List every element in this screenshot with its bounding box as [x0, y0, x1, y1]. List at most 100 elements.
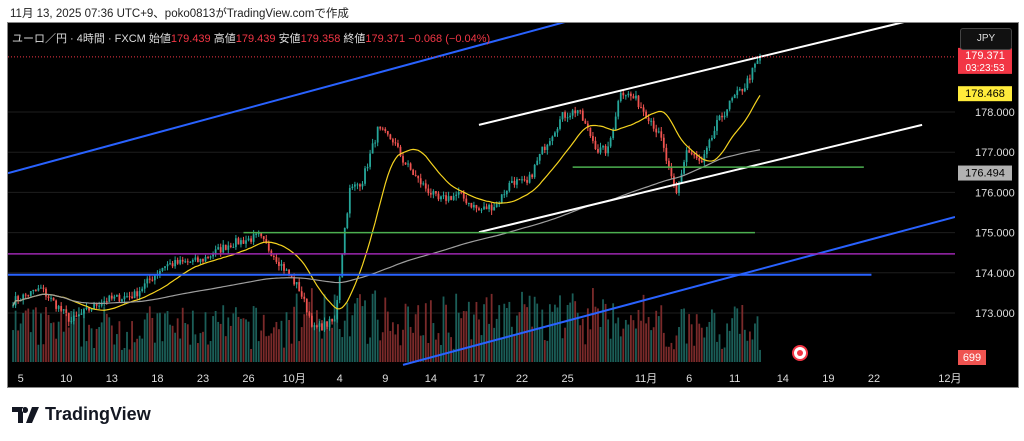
volume-value: 699: [963, 352, 981, 364]
candle: [113, 296, 116, 299]
symbol-name: ユーロ／円 · 4時間 · FXCM: [12, 33, 146, 45]
candle: [394, 142, 397, 144]
candle: [695, 155, 698, 159]
volume-bar: [673, 349, 675, 362]
candle: [179, 259, 182, 264]
volume-bar: [148, 306, 151, 362]
volume-bar: [713, 312, 716, 362]
volume-bar: [123, 348, 126, 362]
candle: [237, 238, 240, 245]
candle: [369, 153, 371, 167]
volume-bar: [95, 328, 98, 362]
volume-bar: [711, 309, 713, 362]
x-tick-label: 4: [337, 373, 343, 385]
candle: [574, 110, 577, 114]
candle: [37, 288, 40, 291]
volume-bar: [718, 334, 721, 362]
volume-bar: [353, 303, 356, 362]
volume-bar: [589, 329, 592, 362]
candle: [356, 184, 359, 186]
candle: [60, 306, 63, 311]
candle: [751, 67, 754, 80]
volume-bar: [741, 305, 744, 362]
candle: [452, 195, 455, 200]
candle: [533, 164, 536, 178]
y-tick-label: 175.000: [975, 228, 1015, 240]
volume-bar: [262, 314, 265, 362]
volume-bar: [617, 317, 620, 362]
volume-bar: [17, 330, 20, 362]
volume-bar: [247, 321, 250, 362]
volume-bar: [614, 323, 617, 362]
candle: [240, 240, 242, 245]
volume-bar: [594, 306, 597, 362]
candle: [159, 270, 161, 275]
candle: [726, 109, 729, 116]
volume-bar: [184, 322, 187, 362]
volume-bar: [559, 295, 561, 362]
candle: [209, 256, 212, 258]
low-label: 安値: [278, 33, 301, 45]
volume-bar: [667, 346, 670, 362]
candle: [191, 259, 194, 262]
candle: [754, 63, 756, 68]
volume-bar: [665, 346, 668, 362]
candle: [629, 93, 632, 97]
candle: [561, 112, 564, 120]
candle: [705, 147, 708, 155]
volume-bar: [683, 308, 685, 362]
volume-bar: [480, 335, 483, 362]
candle: [361, 183, 364, 187]
candle: [599, 147, 602, 153]
volume-bar: [153, 342, 156, 362]
candle: [260, 233, 263, 237]
candle: [55, 300, 58, 309]
tradingview-logo: TradingView: [12, 404, 151, 425]
currency-button[interactable]: JPY: [960, 28, 1012, 50]
volume-bar: [257, 341, 260, 362]
volume-bar: [293, 306, 296, 362]
candle: [250, 238, 252, 242]
volume-bar: [528, 295, 531, 362]
candle: [80, 313, 83, 315]
volume-bar: [326, 326, 328, 362]
volume-bar: [516, 315, 518, 362]
candle: [42, 287, 45, 289]
candle: [151, 279, 154, 281]
volume-bar: [543, 340, 546, 362]
volume-bar: [629, 315, 632, 362]
volume-bar: [338, 329, 341, 362]
candle: [379, 126, 382, 129]
candle: [300, 291, 303, 297]
volume-bar: [640, 320, 642, 362]
candle: [604, 145, 607, 154]
x-tick-label: 23: [197, 373, 209, 385]
candle: [503, 194, 506, 196]
candle: [184, 261, 187, 263]
candle: [343, 228, 346, 255]
drawing-white-line: [478, 123, 923, 234]
volume-bar: [576, 312, 579, 362]
volume-bar: [108, 317, 111, 362]
y-tick-label: 178.000: [975, 107, 1015, 119]
candle: [594, 140, 597, 150]
candle: [670, 167, 673, 177]
candle: [331, 318, 334, 322]
candle: [513, 180, 516, 185]
volume-bar: [749, 331, 751, 362]
volume-bar: [333, 294, 336, 362]
volume-bar: [331, 327, 334, 362]
candle: [110, 295, 113, 299]
candle: [50, 297, 52, 299]
volume-bar: [726, 323, 729, 362]
volume-bar: [171, 325, 174, 362]
volume-bar: [503, 303, 506, 362]
candle: [262, 236, 265, 240]
volume-bar: [93, 348, 95, 362]
candle: [298, 282, 301, 292]
candle: [518, 179, 521, 181]
candle: [219, 247, 222, 253]
candle: [62, 309, 65, 311]
candle: [442, 195, 445, 197]
